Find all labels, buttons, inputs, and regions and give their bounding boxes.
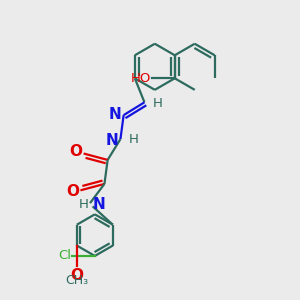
Text: O: O [66, 184, 79, 200]
Text: H: H [79, 198, 88, 211]
Text: O: O [70, 268, 83, 283]
Text: Cl: Cl [58, 249, 71, 262]
Text: H: H [128, 133, 138, 146]
Text: O: O [69, 144, 82, 159]
Text: N: N [108, 107, 121, 122]
Text: N: N [106, 133, 119, 148]
Text: CH₃: CH₃ [65, 274, 88, 287]
Text: HO: HO [130, 72, 151, 85]
Text: N: N [93, 196, 105, 211]
Text: H: H [152, 98, 162, 110]
